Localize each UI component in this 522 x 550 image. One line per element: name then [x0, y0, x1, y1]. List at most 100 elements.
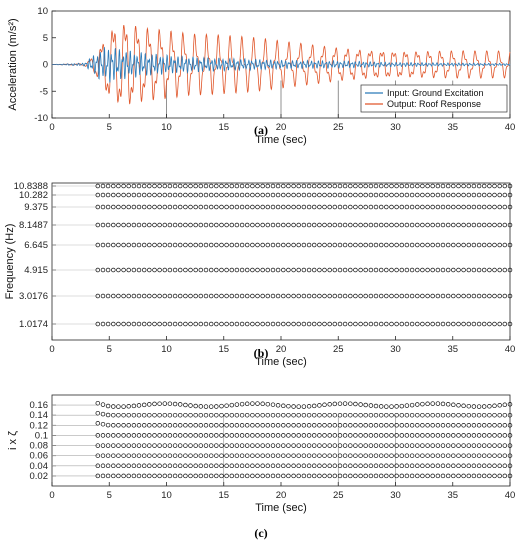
damping-marker	[363, 463, 368, 469]
damping-marker	[131, 473, 137, 479]
frequency-marker	[322, 222, 327, 228]
frequency-marker	[348, 204, 353, 210]
frequency-marker	[430, 267, 435, 273]
damping-marker	[239, 473, 245, 479]
input-series-line	[52, 47, 511, 83]
frequency-marker	[229, 267, 235, 273]
damping-marker	[275, 433, 281, 438]
damping-marker	[105, 443, 111, 448]
damping-marker	[502, 433, 508, 438]
frequency-marker	[502, 242, 508, 248]
damping-marker	[404, 473, 410, 479]
damping-marker	[440, 423, 446, 428]
panel-b-xtick-label: 15	[218, 344, 229, 355]
frequency-marker	[229, 321, 235, 327]
damping-marker	[502, 453, 508, 458]
frequency-marker	[281, 267, 286, 273]
damping-marker	[167, 453, 173, 458]
frequency-marker	[332, 321, 338, 327]
frequency-marker	[456, 183, 461, 189]
damping-marker	[296, 433, 301, 438]
frequency-marker	[461, 183, 466, 189]
frequency-marker	[461, 293, 466, 299]
damping-marker	[507, 443, 513, 448]
damping-marker	[136, 403, 142, 408]
frequency-marker	[327, 204, 332, 210]
frequency-marker	[136, 321, 142, 327]
damping-marker	[265, 473, 271, 479]
frequency-marker	[327, 321, 332, 327]
damping-marker	[404, 433, 410, 438]
damping-marker	[384, 433, 389, 438]
damping-marker	[260, 412, 265, 418]
frequency-marker	[286, 293, 291, 299]
damping-marker	[255, 423, 260, 428]
damping-marker	[111, 433, 116, 438]
frequency-marker	[183, 267, 188, 273]
panel-c-xtick-label: 15	[218, 490, 229, 501]
frequency-marker	[100, 242, 106, 248]
frequency-marker	[198, 293, 204, 299]
damping-marker	[136, 463, 142, 469]
damping-marker	[507, 433, 513, 438]
frequency-marker	[162, 293, 168, 299]
damping-marker	[219, 463, 224, 469]
damping-marker	[244, 453, 250, 458]
frequency-marker	[353, 183, 358, 189]
damping-marker	[481, 404, 487, 409]
damping-marker	[445, 412, 451, 418]
damping-marker	[373, 423, 379, 428]
panel-c-xtick-label: 30	[390, 490, 401, 501]
frequency-marker	[456, 242, 461, 248]
damping-marker	[327, 473, 332, 479]
damping-marker	[481, 433, 487, 438]
damping-marker	[198, 453, 204, 458]
damping-marker	[141, 412, 147, 418]
damping-marker	[291, 443, 296, 448]
frequency-marker	[116, 293, 121, 299]
damping-marker	[394, 412, 399, 418]
frequency-marker	[461, 204, 466, 210]
frequency-marker	[193, 204, 198, 210]
damping-marker	[368, 423, 374, 428]
damping-marker	[327, 463, 332, 469]
frequency-marker	[224, 204, 229, 210]
frequency-marker	[255, 222, 260, 228]
panel-b-xtick-label: 0	[49, 344, 54, 355]
frequency-marker	[167, 192, 173, 198]
frequency-marker	[415, 192, 420, 198]
frequency-marker	[95, 267, 101, 273]
frequency-marker	[466, 222, 472, 228]
frequency-marker	[111, 321, 116, 327]
frequency-marker	[275, 321, 281, 327]
damping-marker	[105, 473, 111, 479]
damping-marker	[332, 423, 338, 428]
frequency-marker	[183, 293, 188, 299]
frequency-marker	[384, 267, 389, 273]
damping-marker	[322, 463, 327, 469]
frequency-marker	[445, 293, 451, 299]
frequency-marker	[105, 222, 111, 228]
frequency-marker	[481, 183, 487, 189]
damping-marker	[250, 463, 255, 469]
frequency-marker	[404, 204, 410, 210]
frequency-marker	[244, 267, 250, 273]
damping-marker	[234, 423, 240, 428]
frequency-marker	[208, 242, 214, 248]
frequency-marker	[348, 242, 353, 248]
frequency-marker	[481, 192, 487, 198]
frequency-marker	[481, 293, 487, 299]
frequency-marker	[353, 267, 358, 273]
frequency-marker	[337, 204, 343, 210]
frequency-marker	[476, 183, 482, 189]
damping-marker	[358, 402, 363, 407]
damping-marker	[265, 453, 271, 458]
damping-marker	[425, 453, 430, 458]
frequency-marker	[167, 242, 173, 248]
frequency-marker	[193, 192, 198, 198]
damping-marker	[311, 412, 317, 418]
frequency-marker	[363, 293, 368, 299]
frequency-marker	[95, 222, 101, 228]
damping-marker	[353, 443, 358, 448]
damping-marker	[131, 443, 137, 448]
